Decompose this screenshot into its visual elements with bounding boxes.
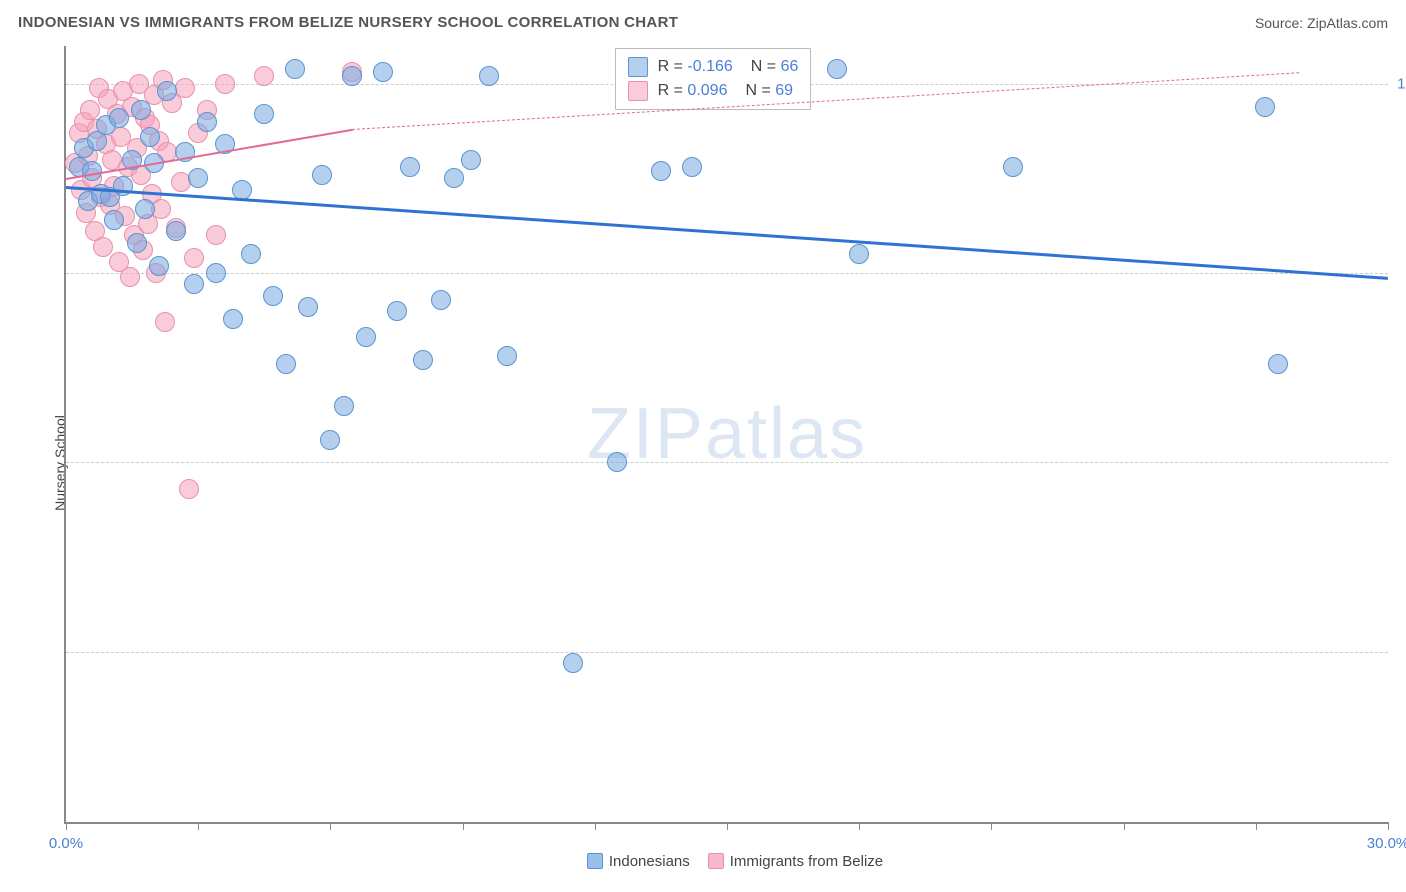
chart-container: Nursery School ZIPatlas 85.0%90.0%95.0%1… [18,46,1388,880]
page-title: INDONESIAN VS IMMIGRANTS FROM BELIZE NUR… [18,14,678,31]
legend-swatch-icon [587,853,603,869]
data-point [298,297,318,317]
stat-r-label: R = -0.166 [658,58,733,76]
data-point [166,221,186,241]
data-point [184,274,204,294]
data-point [206,225,226,245]
source-attribution: Source: ZipAtlas.com [1255,15,1388,31]
data-point [373,62,393,82]
data-point [149,256,169,276]
data-point [827,59,847,79]
x-tick [463,822,464,830]
header: INDONESIAN VS IMMIGRANTS FROM BELIZE NUR… [18,14,1388,31]
stats-legend: R = -0.166 N = 66 R = 0.096 N = 69 [615,48,812,110]
stat-n-value: 66 [781,58,799,75]
x-tick [330,822,331,830]
data-point [135,199,155,219]
legend-label: Immigrants from Belize [730,853,883,870]
data-point [1268,354,1288,374]
data-point [131,100,151,120]
data-point [140,127,160,147]
x-tick [198,822,199,830]
data-point [320,430,340,450]
stats-row: R = 0.096 N = 69 [628,79,799,103]
data-point [254,66,274,86]
x-tick [859,822,860,830]
data-point [82,161,102,181]
legend-label: Indonesians [609,853,690,870]
data-point [179,479,199,499]
data-point [155,312,175,332]
data-point [1255,97,1275,117]
data-point [80,100,100,120]
data-point [109,108,129,128]
stat-r-value: -0.166 [687,58,732,75]
gridline-h [66,273,1388,274]
data-point [334,396,354,416]
data-point [263,286,283,306]
data-point [127,233,147,253]
data-point [120,267,140,287]
y-tick-label: 90.0% [1394,454,1406,471]
data-point [461,150,481,170]
legend-swatch-icon [628,81,648,101]
data-point [479,66,499,86]
stat-n-label: N = 69 [745,82,793,100]
data-point [206,263,226,283]
x-tick-label: 0.0% [49,835,83,852]
stat-r-value: 0.096 [687,82,727,99]
data-point [188,168,208,188]
data-point [241,244,261,264]
data-point [607,452,627,472]
x-tick [1256,822,1257,830]
y-tick-label: 85.0% [1394,643,1406,660]
trend-line [66,186,1388,280]
data-point [312,165,332,185]
data-point [104,210,124,230]
data-point [849,244,869,264]
data-point [175,78,195,98]
data-point [563,653,583,673]
data-point [276,354,296,374]
data-point [431,290,451,310]
gridline-h [66,462,1388,463]
data-point [444,168,464,188]
scatter-plot: ZIPatlas 85.0%90.0%95.0%100.0%0.0%30.0%R… [64,46,1388,824]
stat-r-label: R = 0.096 [658,82,728,100]
data-point [1003,157,1023,177]
x-tick-label: 30.0% [1367,835,1406,852]
legend-swatch-icon [708,853,724,869]
legend-swatch-icon [628,57,648,77]
data-point [413,350,433,370]
data-point [197,112,217,132]
data-point [387,301,407,321]
data-point [157,81,177,101]
data-point [651,161,671,181]
x-tick [595,822,596,830]
data-point [223,309,243,329]
data-point [342,66,362,86]
gridline-h [66,652,1388,653]
data-point [400,157,420,177]
y-tick-label: 95.0% [1394,265,1406,282]
data-point [215,74,235,94]
data-point [93,237,113,257]
x-tick [991,822,992,830]
y-tick-label: 100.0% [1394,75,1406,92]
x-tick [1388,822,1389,830]
data-point [184,248,204,268]
data-point [285,59,305,79]
x-tick [66,822,67,830]
bottom-legend: Indonesians Immigrants from Belize [64,853,1388,870]
x-tick [1124,822,1125,830]
x-tick [727,822,728,830]
data-point [682,157,702,177]
stat-n-label: N = 66 [751,58,799,76]
data-point [356,327,376,347]
stat-n-value: 69 [775,82,793,99]
stats-row: R = -0.166 N = 66 [628,55,799,79]
data-point [254,104,274,124]
data-point [497,346,517,366]
